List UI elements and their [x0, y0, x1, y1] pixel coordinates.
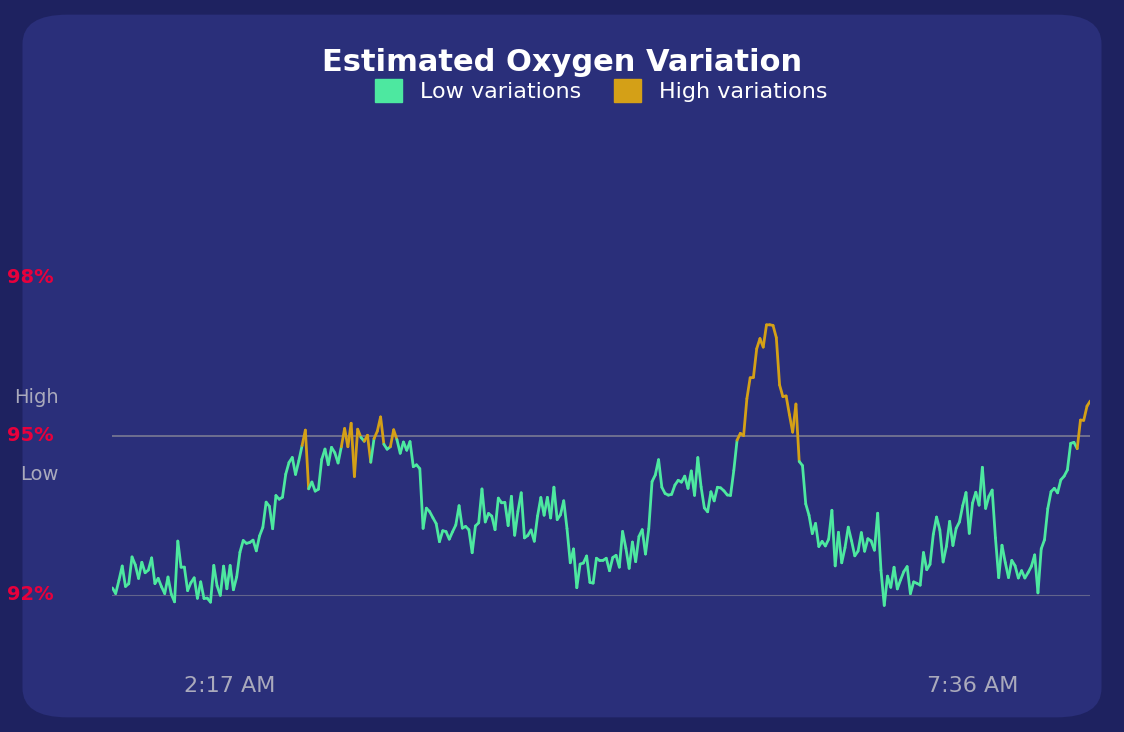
FancyBboxPatch shape [22, 15, 1102, 717]
Text: 2:17 AM: 2:17 AM [184, 676, 275, 696]
Text: 92%: 92% [7, 585, 54, 604]
Text: Low: Low [20, 465, 58, 484]
Text: 98%: 98% [7, 267, 54, 286]
Text: Estimated Oxygen Variation: Estimated Oxygen Variation [321, 48, 803, 77]
Legend: Low variations, High variations: Low variations, High variations [364, 68, 839, 113]
Text: 7:36 AM: 7:36 AM [927, 676, 1018, 696]
Text: 95%: 95% [7, 426, 54, 445]
Text: High: High [13, 388, 58, 407]
